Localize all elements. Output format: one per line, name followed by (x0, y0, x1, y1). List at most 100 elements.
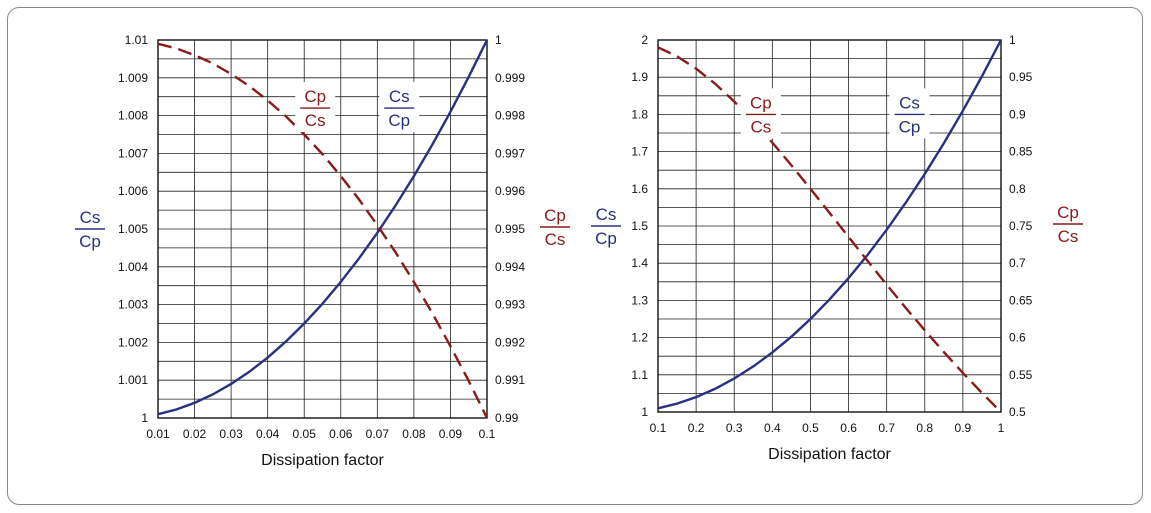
right-y-tick-label: 1 (495, 33, 502, 47)
series-annotation-cs-cp-denominator: Cp (899, 117, 921, 136)
left-y-tick-label: 1.003 (118, 298, 148, 312)
plot-border (657, 39, 1002, 413)
chart-right: 0.1 0.2 0.3 0.4 0.5 0.6 0.7 0.8 0.9 1 1 1.1 1.2 1.3 1.… (591, 33, 1083, 463)
series-annotation-cp-cs-denominator: Cs (751, 117, 772, 136)
right-y-axis-label-denominator: Cs (1058, 227, 1079, 246)
x-tick-label: 0.4 (764, 421, 781, 435)
x-tick-label: 0.09 (439, 427, 463, 441)
x-tick-label: 0.08 (402, 427, 426, 441)
series-annotation-cs-cp: Cs Cp (894, 93, 925, 136)
right-y-tick-label: 0.997 (495, 146, 525, 160)
x-tick-label: 0.04 (256, 427, 280, 441)
annotation-background (740, 88, 781, 139)
x-axis-label: Dissipation factor (768, 446, 891, 463)
right-y-tick-label: 0.8 (1009, 182, 1026, 196)
left-y-tick-label: 1.4 (631, 256, 648, 270)
left-y-tick-label: 1.01 (125, 33, 149, 47)
series-annotation-cs-cp-numerator: Cs (389, 87, 410, 106)
right-y-tick-label: 0.998 (495, 109, 525, 123)
series-line-cp-cs (157, 42, 489, 419)
x-tick-label: 0.1 (650, 421, 667, 435)
series-line-cp-cs (657, 46, 1002, 413)
left-y-tick-label: 1.004 (118, 260, 148, 274)
left-y-tick-label: 1.006 (118, 184, 148, 198)
x-tick-label: 1 (998, 421, 1005, 435)
left-y-tick-label: 1.8 (631, 107, 648, 121)
right-y-tick-label: 0.996 (495, 184, 525, 198)
left-y-axis-label-numerator: Cs (596, 205, 617, 224)
annotation-background (889, 88, 930, 139)
left-y-axis-label: Cs Cp (75, 208, 105, 251)
right-y-tick-label: 1 (1009, 33, 1016, 47)
left-y-tick-label: 1.2 (631, 331, 648, 345)
right-y-tick-label: 0.7 (1009, 256, 1026, 270)
left-y-axis-label-denominator: Cp (79, 232, 101, 251)
x-axis-label: Dissipation factor (261, 452, 384, 469)
figure-frame (7, 7, 1143, 505)
left-y-tick-label: 1.1 (631, 368, 648, 382)
right-y-tick-label: 0.994 (495, 260, 525, 274)
right-y-axis-label-numerator: Cp (544, 206, 566, 225)
left-y-tick-label: 1.5 (631, 219, 648, 233)
right-y-tick-label: 0.99 (495, 411, 519, 425)
left-y-tick-label: 1.007 (118, 146, 148, 160)
right-y-tick-label: 0.65 (1009, 293, 1033, 307)
right-y-tick-label: 0.999 (495, 71, 525, 85)
left-y-tick-label: 1.9 (631, 70, 648, 84)
x-tick-label: 0.8 (916, 421, 933, 435)
left-y-tick-label: 1.6 (631, 182, 648, 196)
x-tick-label: 0.02 (183, 427, 207, 441)
left-y-axis-label-denominator: Cp (595, 229, 617, 248)
series-annotation-cp-cs: Cp Cs (745, 93, 776, 136)
series-annotation-cs-cp-denominator: Cp (388, 111, 410, 130)
right-y-tick-label: 0.991 (495, 373, 525, 387)
left-y-tick-label: 1.008 (118, 109, 148, 123)
left-y-tick-label: 1.7 (631, 145, 648, 159)
left-y-tick-label: 1 (141, 411, 148, 425)
plot-border (157, 39, 488, 419)
x-tick-label: 0.03 (219, 427, 243, 441)
left-y-axis-label-numerator: Cs (80, 208, 101, 227)
right-y-axis-label: Cp Cs (540, 206, 570, 249)
x-tick-label: 0.3 (726, 421, 743, 435)
left-y-tick-label: 1.001 (118, 373, 148, 387)
right-y-axis-label: Cp Cs (1053, 203, 1083, 246)
right-y-tick-label: 0.85 (1009, 145, 1033, 159)
x-tick-label: 0.7 (878, 421, 895, 435)
x-tick-label: 0.06 (329, 427, 353, 441)
chart-left: 0.01 0.02 0.03 0.04 0.05 0.06 0.07 0.08 0.09 0.1 1… (75, 33, 570, 469)
series-annotation-cp-cs-numerator: Cp (750, 93, 772, 112)
x-tick-label: 0.1 (479, 427, 496, 441)
x-tick-label: 0.07 (366, 427, 390, 441)
right-y-tick-label: 0.992 (495, 335, 525, 349)
right-y-axis-label-denominator: Cs (545, 230, 566, 249)
right-y-tick-label: 0.995 (495, 222, 525, 236)
right-y-axis-label-numerator: Cp (1057, 203, 1079, 222)
series-annotation-cp-cs-numerator: Cp (304, 87, 326, 106)
x-tick-label: 0.6 (840, 421, 857, 435)
series-line-cs-cp (657, 39, 1003, 410)
series-annotation-cs-cp: Cs Cp (384, 87, 415, 130)
x-tick-label: 0.05 (293, 427, 317, 441)
x-tick-label: 0.01 (146, 427, 170, 441)
left-y-tick-label: 1.009 (118, 71, 148, 85)
series-annotation-cp-cs-denominator: Cs (305, 111, 326, 130)
right-y-tick-label: 0.9 (1009, 107, 1026, 121)
x-tick-label: 0.9 (955, 421, 972, 435)
left-y-tick-label: 1 (641, 405, 648, 419)
annotation-background (295, 82, 336, 133)
series-line-cs-cp (157, 39, 489, 416)
x-tick-label: 0.5 (802, 421, 819, 435)
right-y-tick-label: 0.6 (1009, 331, 1026, 345)
series-annotation-cp-cs: Cp Cs (300, 87, 331, 130)
left-y-tick-label: 1.002 (118, 335, 148, 349)
right-y-tick-label: 0.993 (495, 298, 525, 312)
left-y-axis-label: Cs Cp (591, 205, 621, 248)
grid (657, 39, 1002, 413)
x-tick-label: 0.2 (688, 421, 705, 435)
right-y-tick-label: 0.75 (1009, 219, 1033, 233)
series-annotation-cs-cp-numerator: Cs (899, 93, 920, 112)
right-y-tick-label: 0.5 (1009, 405, 1026, 419)
left-y-tick-label: 2 (641, 33, 648, 47)
